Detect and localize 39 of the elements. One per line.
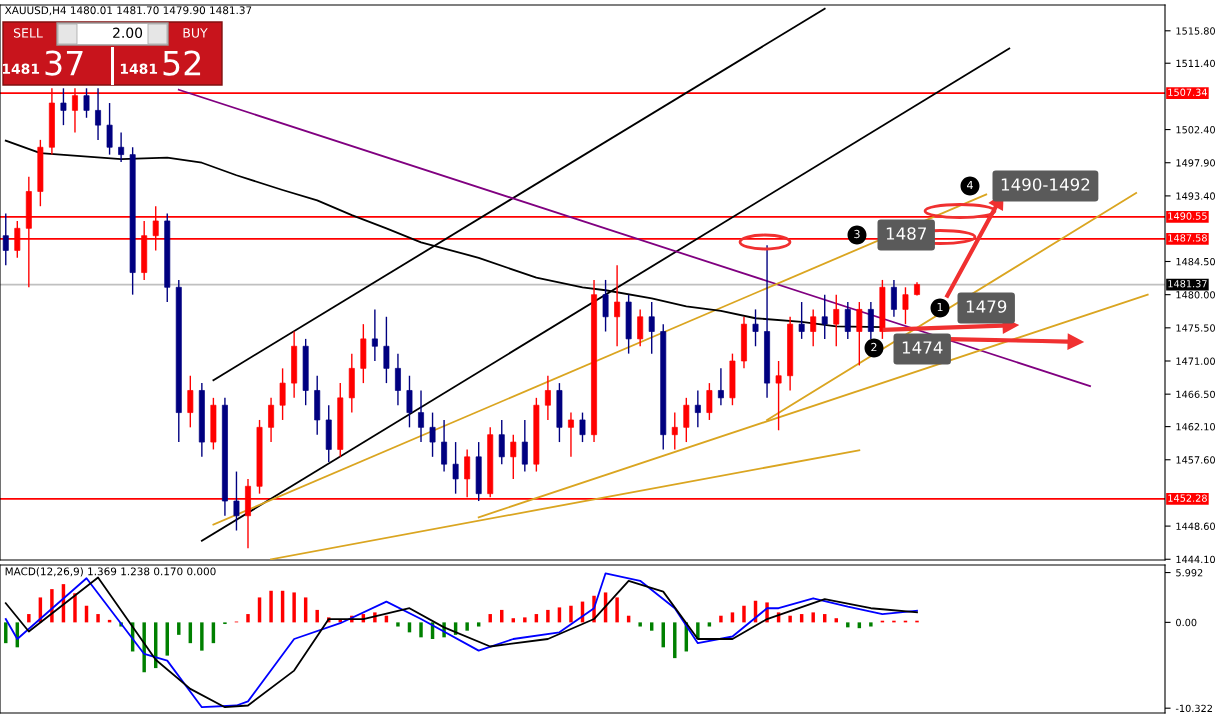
annotation: 1474 xyxy=(902,341,943,354)
y-tick-label: 1475.50 xyxy=(1176,324,1215,332)
y-tick-label: 1497.90 xyxy=(1176,159,1215,167)
annotation: 1479 xyxy=(966,300,1007,313)
annotation: BUY xyxy=(183,28,208,38)
y-tick-label: 1466.50 xyxy=(1176,390,1215,398)
y-tick-label: 1493.40 xyxy=(1176,192,1215,200)
y-tick-label: 1457.60 xyxy=(1176,456,1215,464)
y-tick-label: 1444.10 xyxy=(1176,555,1215,564)
y-tick-label: 1462.10 xyxy=(1176,423,1215,431)
y-tick-label: 0.00 xyxy=(1176,618,1197,627)
y-tick-label: -10.322 xyxy=(1175,704,1212,713)
annotation: 1 xyxy=(937,302,943,312)
annotation: 37 xyxy=(45,50,83,76)
annotation: 2.00 xyxy=(113,27,143,39)
annotation: 1481 xyxy=(2,63,40,75)
y-tick-label: 1480.00 xyxy=(1176,291,1215,299)
y-tick-label: 1502.40 xyxy=(1176,126,1215,134)
ref-line-label: 1481.37 xyxy=(1168,280,1207,288)
annotation: SELL xyxy=(13,28,43,38)
ref-line-label: 1487.58 xyxy=(1168,234,1207,242)
y-tick-label: 1515.80 xyxy=(1176,27,1215,35)
y-tick-label: 1471.00 xyxy=(1176,357,1215,365)
annotation: 4 xyxy=(967,180,973,190)
y-tick-label: 1511.40 xyxy=(1176,59,1215,68)
annotation: 3 xyxy=(854,229,860,239)
annotation: 2 xyxy=(871,342,877,352)
ref-line-label: 1490.55 xyxy=(1168,212,1207,220)
annotation: 1481 xyxy=(120,63,158,75)
annotation: 1490-1492 xyxy=(1001,178,1090,191)
ref-line-label: 1452.28 xyxy=(1168,494,1207,502)
chart-title: MACD(12,26,9) 1.369 1.238 0.170 0.000 xyxy=(5,567,216,577)
y-tick-label: 1484.50 xyxy=(1176,257,1215,266)
y-tick-label: 1448.60 xyxy=(1176,522,1215,530)
annotation: 52 xyxy=(163,50,201,76)
y-tick-label: 5.992 xyxy=(1176,569,1203,577)
ref-line-label: 1507.34 xyxy=(1168,88,1207,96)
chart-title: XAUUSD,H4 1480.01 1481.70 1479.90 1481.37 xyxy=(4,6,252,16)
annotation: 1487 xyxy=(886,227,926,240)
